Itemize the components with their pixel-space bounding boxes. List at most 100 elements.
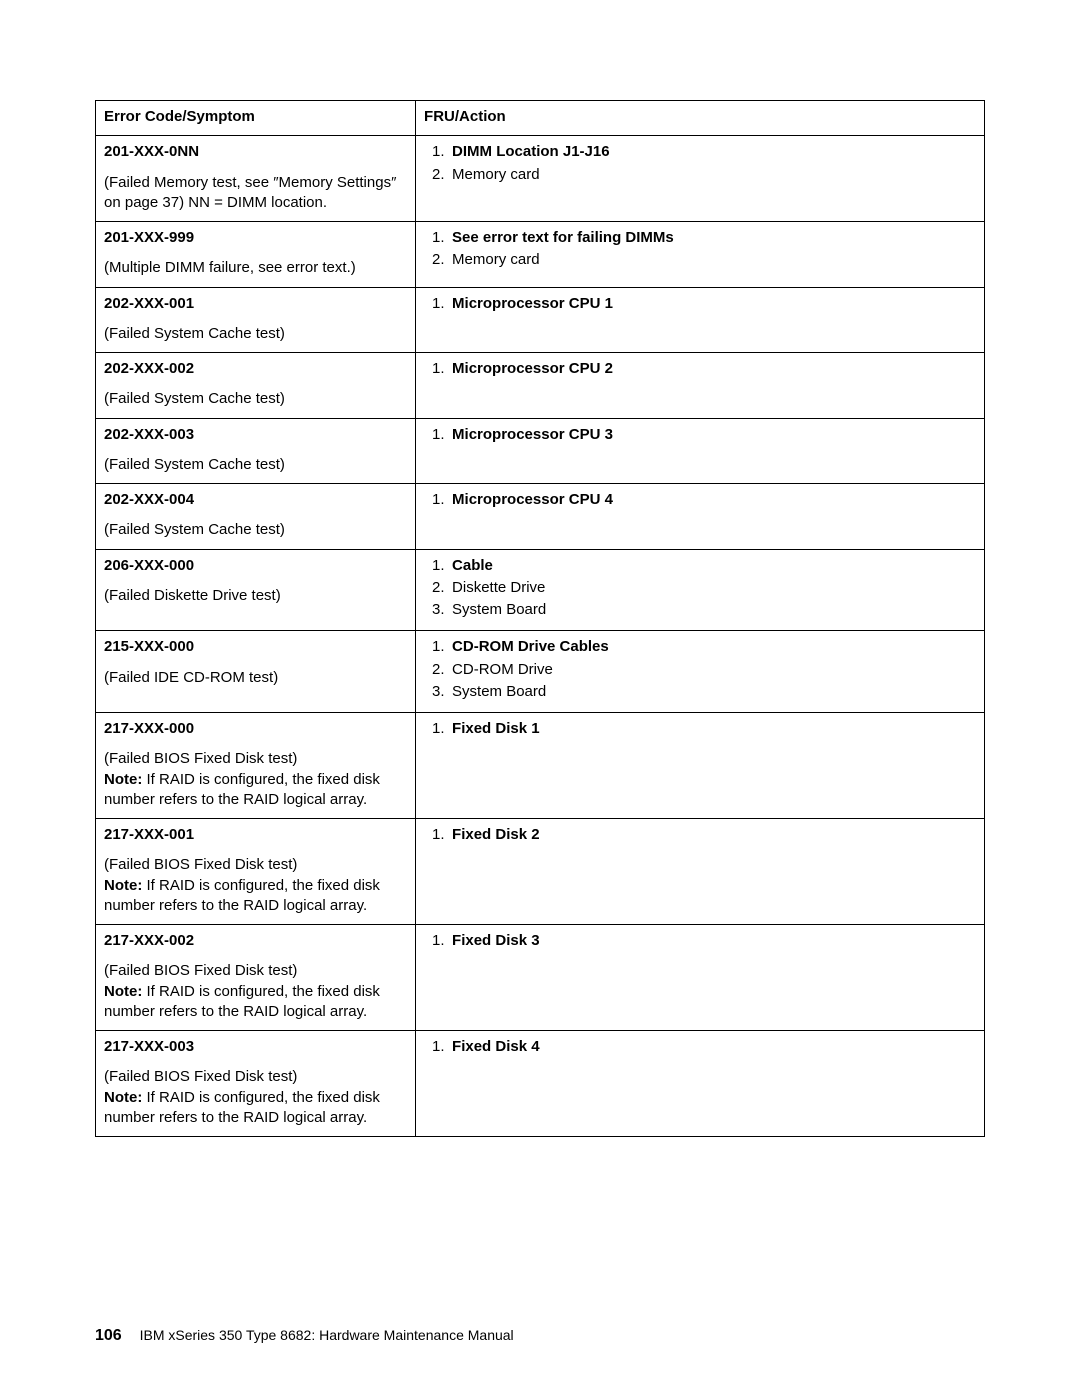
table-row: 206-XXX-000 (Failed Diskette Drive test) 1… xyxy=(96,549,985,631)
error-code: 215-XXX-000 xyxy=(104,637,407,657)
action-list: 1. Fixed Disk 3 xyxy=(424,931,976,951)
page-content: Error Code/SymptomFRU/Action 201-XXX-0NN (… xyxy=(0,0,1080,1137)
error-code-cell: 206-XXX-000 (Failed Diskette Drive test) xyxy=(96,549,416,631)
action-list: 1.Microprocessor CPU 4 xyxy=(424,490,976,510)
action-item: 1.Fixed Disk 3 xyxy=(438,931,976,951)
action-list: 1.DIMM Location J1-J162.Memory card xyxy=(424,142,976,185)
table-row: 215-XXX-000(Failed IDE CD-ROM test)1.CD-… xyxy=(96,631,985,713)
action-number: 1. xyxy=(432,931,445,951)
action-number: 2. xyxy=(432,250,445,270)
action-text: System Board xyxy=(452,601,546,618)
error-code: 202-XXX-003 xyxy=(104,425,407,445)
error-code: 202-XXX-004 xyxy=(104,490,407,510)
error-description: (Failed System Cache test) xyxy=(104,389,407,409)
action-text: Fixed Disk 2 xyxy=(452,826,540,843)
action-text: CD-ROM Drive xyxy=(452,661,553,678)
fru-action-cell: 1. Fixed Disk 1 xyxy=(416,713,985,819)
table-row: 202-XXX-003(Failed System Cache test) 1. M… xyxy=(96,418,985,484)
fru-action-cell: 1.Cable2.Diskette Drive3.System Board xyxy=(416,549,985,631)
action-item: 1.Microprocessor CPU 2 xyxy=(438,359,976,379)
error-code-cell: 202-XXX-004 (Failed System Cache test) xyxy=(96,484,416,550)
action-text: Diskette Drive xyxy=(452,579,545,596)
error-code: 217-XXX-002 xyxy=(104,931,407,951)
action-list: 1.Microprocessor CPU 2 xyxy=(424,359,976,379)
table-row: 217-XXX-002(Failed BIOS Fixed Disk test)… xyxy=(96,925,985,1031)
action-item: 1.Microprocessor CPU 4 xyxy=(438,490,976,510)
action-item: 1.Fixed Disk 4 xyxy=(438,1037,976,1057)
action-number: 1. xyxy=(432,637,445,657)
action-item: 2.CD-ROM Drive xyxy=(438,660,976,680)
fru-action-cell: 1.See error text for failing DIMMs2.Memo… xyxy=(416,222,985,288)
action-text: Microprocessor CPU 3 xyxy=(452,426,613,443)
action-item: 1.Fixed Disk 1 xyxy=(438,719,976,739)
action-number: 1. xyxy=(432,556,445,576)
action-text: Microprocessor CPU 1 xyxy=(452,295,613,312)
action-item: 1.See error text for failing DIMMs xyxy=(438,228,976,248)
error-code-cell: 202-XXX-003(Failed System Cache test) xyxy=(96,418,416,484)
action-list: 1. Microprocessor CPU 3 xyxy=(424,425,976,445)
fru-action-cell: 1. Fixed Disk 3 xyxy=(416,925,985,1031)
error-code: 206-XXX-000 xyxy=(104,556,407,576)
error-code: 217-XXX-001 xyxy=(104,825,407,845)
error-code-cell: 217-XXX-003(Failed BIOS Fixed Disk test)… xyxy=(96,1031,416,1137)
action-number: 1. xyxy=(432,425,445,445)
action-number: 1. xyxy=(432,228,445,248)
action-number: 1. xyxy=(432,825,445,845)
action-list: 1.Cable2.Diskette Drive3.System Board xyxy=(424,556,976,621)
action-item: 1.Fixed Disk 2 xyxy=(438,825,976,845)
action-text: CD-ROM Drive Cables xyxy=(452,638,609,655)
action-list: 1. Fixed Disk 2 xyxy=(424,825,976,845)
action-text: See error text for failing DIMMs xyxy=(452,229,674,246)
page-footer: 106 IBM xSeries 350 Type 8682: Hardware … xyxy=(95,1327,514,1345)
error-code: 201-XXX-0NN xyxy=(104,142,407,162)
header-fru-action: FRU/Action xyxy=(416,101,985,136)
error-code-cell: 202-XXX-001 (Failed System Cache test) xyxy=(96,287,416,353)
error-description: (Multiple DIMM failure, see error text.) xyxy=(104,258,407,278)
action-list: 1.Microprocessor CPU 1 xyxy=(424,294,976,314)
action-text: System Board xyxy=(452,683,546,700)
action-text: Memory card xyxy=(452,166,540,183)
error-description: (Failed System Cache test) xyxy=(104,324,407,344)
fru-action-cell: 1.DIMM Location J1-J162.Memory card xyxy=(416,136,985,222)
error-code-cell: 217-XXX-002(Failed BIOS Fixed Disk test)… xyxy=(96,925,416,1031)
error-description: (Failed System Cache test) xyxy=(104,520,407,540)
action-item: 3.System Board xyxy=(438,600,976,620)
error-code: 202-XXX-001 xyxy=(104,294,407,314)
action-text: DIMM Location J1-J16 xyxy=(452,143,610,160)
error-code-cell: 202-XXX-002 (Failed System Cache test) xyxy=(96,353,416,419)
action-number: 3. xyxy=(432,682,445,702)
error-code-cell: 217-XXX-000(Failed BIOS Fixed Disk test)… xyxy=(96,713,416,819)
action-number: 3. xyxy=(432,600,445,620)
header-error-code: Error Code/Symptom xyxy=(96,101,416,136)
fru-action-cell: 1.CD-ROM Drive Cables2.CD-ROM Drive3.Sys… xyxy=(416,631,985,713)
action-text: Fixed Disk 4 xyxy=(452,1038,540,1055)
action-list: 1.CD-ROM Drive Cables2.CD-ROM Drive3.Sys… xyxy=(424,637,976,702)
action-number: 1. xyxy=(432,490,445,510)
action-number: 1. xyxy=(432,719,445,739)
fru-action-cell: 1.Microprocessor CPU 2 xyxy=(416,353,985,419)
table-row: 202-XXX-002 (Failed System Cache test) 1.M… xyxy=(96,353,985,419)
error-description: (Failed BIOS Fixed Disk test)Note: If RA… xyxy=(104,749,407,810)
error-code-cell: 201-XXX-999(Multiple DIMM failure, see e… xyxy=(96,222,416,288)
action-text: Microprocessor CPU 2 xyxy=(452,360,613,377)
table-row: 201-XXX-0NN (Failed Memory test, see ″Mem… xyxy=(96,136,985,222)
fru-action-cell: 1.Fixed Disk 4 xyxy=(416,1031,985,1137)
error-code-cell: 217-XXX-001(Failed BIOS Fixed Disk test)… xyxy=(96,819,416,925)
fru-action-cell: 1. Microprocessor CPU 3 xyxy=(416,418,985,484)
fru-action-cell: 1.Microprocessor CPU 4 xyxy=(416,484,985,550)
action-number: 2. xyxy=(432,578,445,598)
error-description: (Failed Memory test, see ″Memory Setting… xyxy=(104,173,407,214)
action-number: 2. xyxy=(432,660,445,680)
table-body: Error Code/SymptomFRU/Action 201-XXX-0NN (… xyxy=(96,101,985,1137)
action-text: Fixed Disk 3 xyxy=(452,932,540,949)
action-number: 2. xyxy=(432,165,445,185)
error-code: 202-XXX-002 xyxy=(104,359,407,379)
error-description: (Failed Diskette Drive test) xyxy=(104,586,407,606)
action-item: 2.Memory card xyxy=(438,165,976,185)
table-row: 217-XXX-001(Failed BIOS Fixed Disk test)… xyxy=(96,819,985,925)
action-text: Fixed Disk 1 xyxy=(452,720,540,737)
error-description: (Failed BIOS Fixed Disk test)Note: If RA… xyxy=(104,1067,407,1128)
table-row: 217-XXX-003(Failed BIOS Fixed Disk test)… xyxy=(96,1031,985,1137)
error-code-table: Error Code/SymptomFRU/Action 201-XXX-0NN (… xyxy=(95,100,985,1137)
fru-action-cell: 1. Fixed Disk 2 xyxy=(416,819,985,925)
